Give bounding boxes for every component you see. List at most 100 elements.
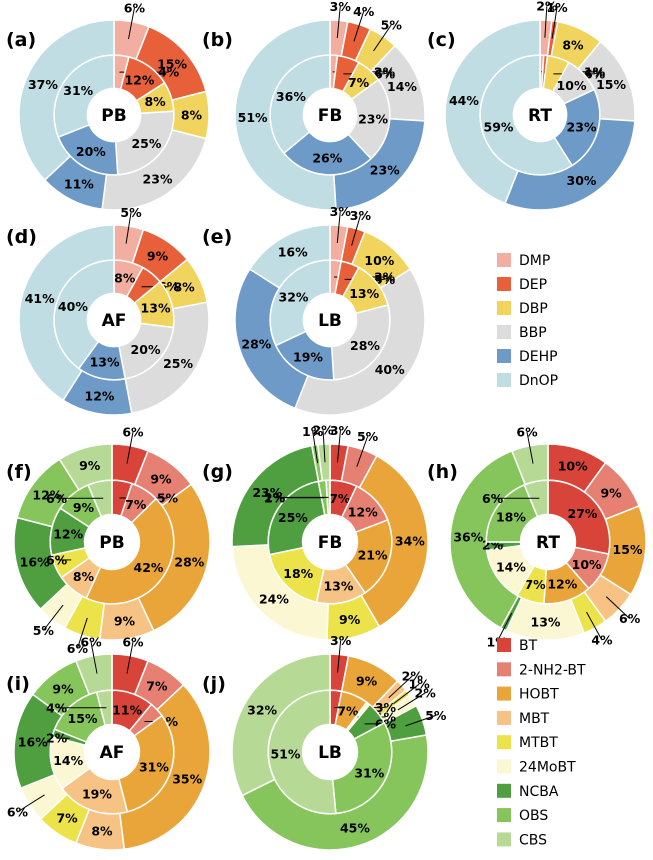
data-label: 1% — [584, 64, 606, 79]
legend-swatch — [497, 373, 511, 387]
outer-ring: 2%1%8%15%30%44% — [444, 0, 636, 211]
data-label: 15% — [613, 542, 643, 557]
inner-ring: 3%5%13% 28% 19% 32% — [269, 259, 396, 381]
center-hole — [302, 514, 358, 570]
outer-ring: 6% 15% 8% 23% 11% 37% — [18, 0, 210, 211]
data-label: 14% — [387, 79, 417, 94]
data-label: 1% — [584, 64, 606, 79]
data-label: 6% — [80, 634, 102, 649]
data-label: 7% — [56, 811, 78, 826]
leader-line — [356, 436, 369, 467]
leader-line — [353, 11, 365, 42]
data-label: 6% — [7, 805, 29, 820]
data-label: 41% — [25, 291, 55, 306]
data-label: 13% — [141, 300, 171, 315]
donut-panel: (g) FB — [202, 461, 358, 570]
data-label: 5% — [157, 491, 179, 506]
legend-label: DBP — [519, 301, 548, 317]
data-label: 5% — [425, 708, 447, 723]
data-label: 40% — [58, 299, 88, 314]
donut-panel: (c) RT — [427, 29, 567, 142]
data-label: 3% — [374, 269, 396, 284]
panel-letter: (d) — [6, 226, 37, 248]
data-label: 8% — [73, 569, 95, 584]
data-label: 8% — [114, 271, 136, 286]
panel-letter: (g) — [202, 461, 233, 483]
data-label: 6% — [122, 424, 144, 439]
outer-ring: 5% 9% 8% 25% 12% 41% — [18, 205, 210, 416]
center-hole — [513, 88, 567, 142]
data-label: 9% — [339, 612, 361, 627]
leader-line — [126, 641, 134, 674]
data-label: 6% — [67, 641, 89, 656]
leader-line — [322, 430, 326, 463]
data-label: 12% — [124, 73, 154, 88]
data-label: 11% — [64, 176, 94, 191]
data-label: 5% — [33, 623, 55, 638]
legend-swatch — [497, 783, 511, 798]
data-label: 7% — [524, 577, 546, 592]
donut-panel: (f) PB — [6, 461, 140, 570]
center-hole — [84, 724, 140, 780]
data-label: 7% — [329, 491, 351, 506]
data-label: 14% — [53, 753, 83, 768]
data-label: 1% — [302, 424, 324, 439]
data-label: 6% — [516, 424, 538, 439]
inner-slice-6 — [269, 259, 331, 347]
leader-line — [544, 6, 548, 38]
data-label: 2% — [536, 0, 558, 14]
data-label: 26% — [312, 151, 342, 166]
panel-letter: (a) — [6, 29, 36, 51]
data-label: 30% — [567, 173, 597, 188]
data-label: 12% — [32, 488, 62, 503]
legend-swatch — [497, 808, 511, 823]
leader-line — [76, 617, 88, 649]
data-label: 3% — [375, 700, 397, 715]
data-label: 15% — [596, 77, 626, 92]
leader-line — [336, 211, 341, 243]
data-label: 6% — [46, 552, 68, 567]
donut-panel: (a) PB — [6, 29, 141, 142]
outer-ring: 6% 7% 35% 8% 7% 6% 16% 9% 6% — [7, 634, 211, 851]
data-label: 15% — [68, 711, 98, 726]
leader-line — [312, 431, 319, 464]
donut-panel: (j) LB — [202, 673, 358, 780]
data-label: 44% — [449, 93, 479, 108]
panel-letter: (f) — [6, 461, 32, 483]
center-hole — [303, 88, 357, 142]
data-label: 40% — [375, 362, 405, 377]
center-hole — [520, 514, 576, 570]
inner-ring: 4% 12% 8% 25% 20% 31% — [53, 54, 180, 176]
legend-label: BT — [519, 638, 538, 654]
inner-slice-9 — [267, 689, 337, 815]
data-label: 18% — [283, 566, 313, 581]
donut-panel: (d) AF — [6, 226, 141, 347]
data-label: 18% — [496, 510, 526, 525]
donut-panel: (h) RT — [427, 461, 576, 570]
leader-line — [128, 7, 135, 40]
data-label: 6% — [122, 634, 144, 649]
outer-ring: 6%9%28%9%6%5%16%12%9% — [13, 424, 211, 656]
center-label: FB — [318, 106, 343, 126]
leader-line — [42, 604, 64, 631]
inner-ring: 8%6%13%20%13%40% — [53, 259, 180, 381]
data-label: 9% — [79, 458, 101, 473]
data-label: 7% — [337, 704, 359, 719]
legend-swatch — [497, 759, 511, 774]
data-label: 9% — [600, 486, 622, 501]
inner-slice-1 — [547, 479, 611, 555]
data-label: 23% — [370, 162, 400, 177]
legend-swatch — [497, 349, 511, 363]
data-label: 2% — [402, 669, 424, 684]
legend-swatch — [497, 277, 511, 291]
leader-line — [551, 7, 558, 39]
inner-slice-6 — [479, 54, 574, 176]
data-label: 59% — [484, 120, 514, 135]
data-label: 4% — [591, 633, 613, 648]
legend-swatch — [497, 735, 511, 750]
legend-label: MBT — [519, 711, 550, 727]
leader-line — [405, 714, 437, 727]
legend-label: BBP — [519, 325, 547, 341]
legend-swatch — [497, 832, 511, 847]
inner-ring: 3%7%1%6%31%51% — [267, 689, 397, 815]
